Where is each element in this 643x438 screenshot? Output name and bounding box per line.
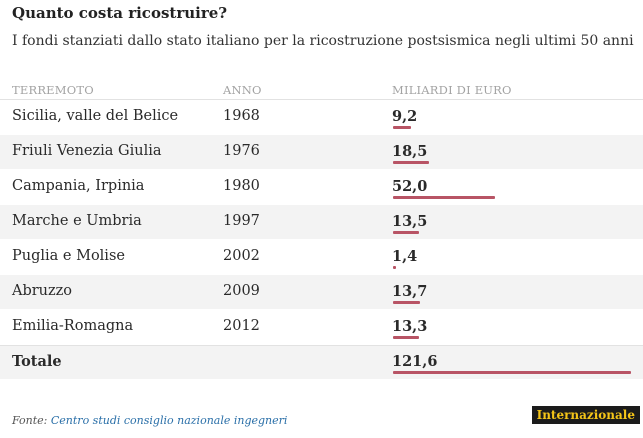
source-note: Fonte: Centro studi consiglio nazionale … [12, 414, 287, 427]
row-year: 1968 [223, 108, 260, 124]
chart-title: Quanto costa ricostruire? [12, 4, 228, 22]
row-year: 1980 [223, 178, 260, 194]
value-bar [393, 126, 411, 129]
table-row: Abruzzo 2009 13,7 [0, 275, 643, 309]
source-link[interactable]: Centro studi consiglio nazionale ingegne… [50, 414, 288, 427]
total-rule [0, 345, 643, 346]
table-row: Campania, Irpinia 1980 52,0 [0, 170, 643, 204]
value-bar [393, 336, 420, 339]
value-bar [393, 196, 495, 199]
table-row: Friuli Venezia Giulia 1976 18,5 [0, 135, 643, 169]
row-value: 13,3 [392, 318, 428, 335]
row-value: 9,2 [392, 108, 418, 125]
row-year: 2002 [223, 248, 260, 264]
row-region: Sicilia, valle del Belice [12, 108, 179, 124]
row-value: 52,0 [392, 178, 428, 195]
row-value: 13,5 [392, 213, 428, 230]
value-bar [393, 161, 430, 164]
total-label: Totale [12, 353, 62, 370]
header-miliardi: MILIARDI DI EURO [392, 83, 512, 97]
table-top-rule [0, 99, 643, 100]
table-row: Emilia-Romagna 2012 13,3 [0, 310, 643, 344]
total-bar [393, 371, 631, 374]
row-region: Emilia-Romagna [12, 318, 134, 334]
row-region: Puglia e Molise [12, 248, 125, 264]
total-row: Totale 121,6 [0, 345, 643, 379]
table-row: Puglia e Molise 2002 1,4 [0, 240, 643, 274]
table-row: Marche e Umbria 1997 13,5 [0, 205, 643, 239]
row-year: 1976 [223, 143, 260, 159]
row-region: Campania, Irpinia [12, 178, 145, 194]
row-value: 13,7 [392, 283, 428, 300]
row-year: 1997 [223, 213, 260, 229]
row-region: Abruzzo [12, 283, 73, 299]
row-value: 1,4 [392, 248, 418, 265]
chart-subtitle: I fondi stanziati dallo stato italiano p… [12, 33, 634, 49]
value-bar [393, 266, 396, 269]
row-region: Marche e Umbria [12, 213, 142, 229]
header-terremoto: TERREMOTO [12, 83, 94, 97]
row-year: 2009 [223, 283, 260, 299]
row-value: 18,5 [392, 143, 428, 160]
value-bar [393, 301, 420, 304]
value-bar [393, 231, 420, 234]
row-year: 2012 [223, 318, 260, 334]
source-label: Fonte: [12, 414, 48, 427]
header-anno: ANNO [223, 83, 262, 97]
total-value: 121,6 [392, 353, 438, 370]
row-region: Friuli Venezia Giulia [12, 143, 162, 159]
brand-logo: Internazionale [531, 406, 640, 424]
table-row: Sicilia, valle del Belice 1968 9,2 [0, 100, 643, 134]
